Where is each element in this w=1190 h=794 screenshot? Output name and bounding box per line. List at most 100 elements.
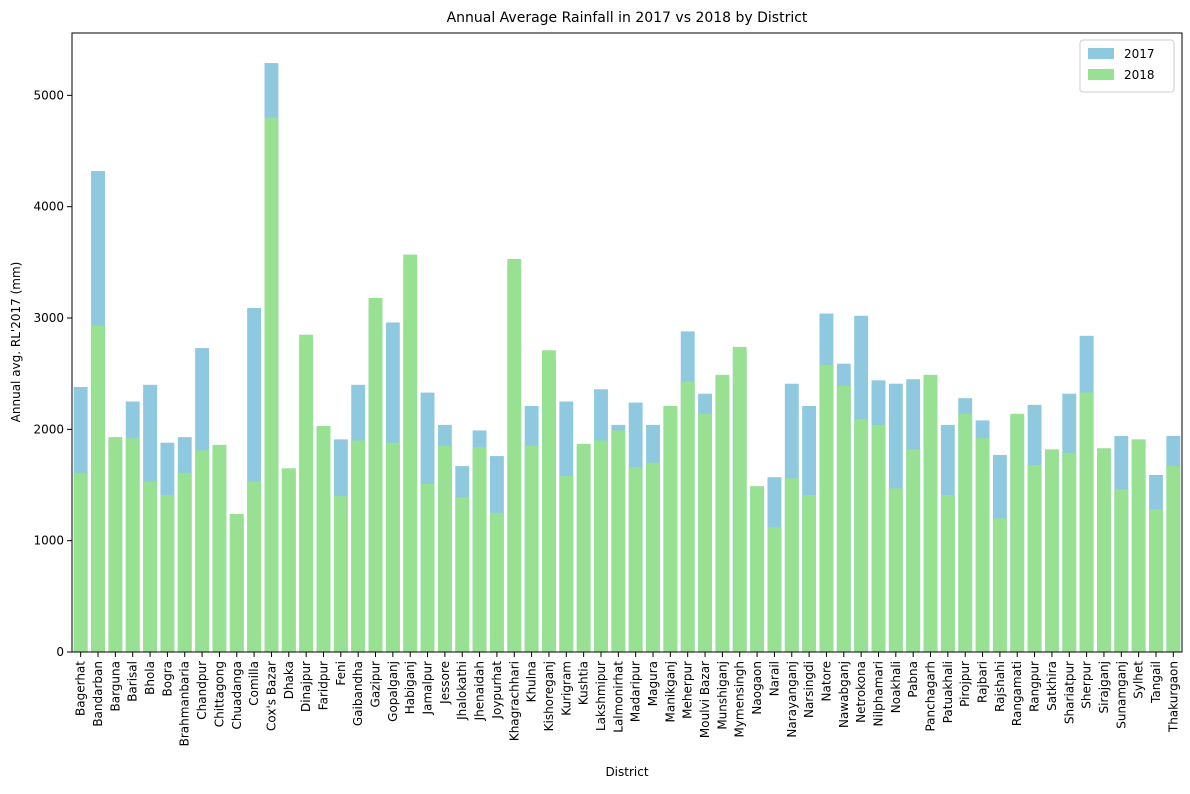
x-tick-label-rajbari: Rajbari — [976, 661, 990, 703]
x-tick-label-nilphamari: Nilphamari — [871, 661, 885, 727]
bar-2018-chittagong — [212, 444, 227, 652]
y-tick-label: 1000 — [33, 534, 64, 548]
x-tick-label-dhaka: Dhaka — [282, 661, 296, 699]
bar-2018-thakurgaon — [1166, 466, 1181, 652]
bar-2018-gopalganj — [385, 442, 400, 652]
x-tick-label-satkhira: Satkhira — [1045, 661, 1059, 711]
bar-2018-nawabganj — [836, 385, 851, 652]
x-tick-label-comilla: Comilla — [247, 661, 261, 706]
bar-2018-satkhira — [1044, 449, 1059, 652]
bar-2018-sunamganj — [1114, 489, 1129, 652]
bar-2018-mymensingh — [732, 346, 747, 652]
x-tick-label-jamalpur: Jamalpur — [421, 661, 435, 715]
bar-2018-sirajganj — [1097, 448, 1111, 652]
bar-2018-narail — [767, 527, 782, 652]
x-tick-label-kurigram: Kurigram — [559, 661, 573, 716]
bar-2018-naogaon — [750, 486, 765, 652]
x-tick-label-shariatpur: Shariatpur — [1062, 661, 1076, 724]
bar-2018-panchagarh — [923, 374, 938, 652]
bar-2018-brahmanbaria — [177, 472, 192, 652]
bar-2018-narayanganj — [784, 478, 799, 652]
bar-2018-rajshahi — [992, 518, 1007, 652]
x-tick-label-gazipur: Gazipur — [369, 661, 383, 708]
bar-2018-kushtia — [576, 443, 591, 652]
bar-2018-jessore — [437, 446, 452, 652]
x-tick-label-barisal: Barisal — [126, 661, 140, 702]
y-tick-label: 4000 — [33, 200, 64, 214]
legend-label-2018: 2018 — [1124, 68, 1155, 82]
bar-2018-chandpur — [195, 450, 210, 652]
x-axis-label: District — [605, 765, 648, 779]
x-tick-label-pirojpur: Pirojpur — [958, 661, 972, 707]
bar-2018-comilla — [247, 481, 262, 652]
bar-2018-narsingdi — [802, 495, 817, 652]
x-tick-label-panchagarh: Panchagarh — [924, 661, 938, 732]
bar-2018-khagrachhari — [507, 259, 522, 652]
x-tick-label-gaibandha: Gaibandha — [351, 661, 365, 726]
bar-2018-tangail — [1149, 509, 1163, 652]
bar-2018-shariatpur — [1062, 452, 1077, 652]
x-tick-label-patuakhali: Patuakhali — [941, 661, 955, 723]
x-tick-label-chuadanga: Chuadanga — [230, 661, 244, 730]
x-tick-label-narsingdi: Narsingdi — [802, 661, 816, 718]
legend-swatch-2018 — [1088, 69, 1114, 80]
bar-2018-manikganj — [663, 405, 678, 652]
bar-2018-rangpur — [1027, 464, 1042, 652]
x-tick-label-naogaon: Naogaon — [750, 661, 764, 715]
legend: 2017 2018 — [1079, 39, 1175, 93]
chart-title: Annual Average Rainfall in 2017 vs 2018 … — [447, 10, 808, 26]
bar-2018-lakshmipur — [594, 440, 608, 652]
bar-2018-barguna — [108, 437, 123, 652]
bar-2018-jhalokathi — [455, 497, 470, 652]
bar-2018-faridpur — [316, 426, 331, 652]
x-tick-label-barguna: Barguna — [108, 661, 122, 712]
bar-2018-bandarban — [91, 325, 105, 652]
x-tick-label-lalmonirhat: Lalmonirhat — [611, 661, 625, 733]
y-tick-label: 2000 — [33, 422, 64, 436]
x-axis: Bagerhat Bandarban Barguna Barisal Bhola Bogr… — [74, 652, 1180, 746]
bar-2018-moulvi-bazar — [698, 413, 712, 652]
x-tick-label-netrokona: Netrokona — [854, 661, 868, 723]
x-tick-label-kishoreganj: Kishoreganj — [542, 661, 556, 731]
x-tick-label-bandarban: Bandarban — [91, 661, 105, 727]
bar-2018-rajbari — [975, 438, 990, 652]
y-tick-label: 3000 — [33, 311, 64, 325]
x-tick-label-munshiganj: Munshiganj — [715, 661, 729, 730]
x-tick-label-manikganj: Manikganj — [663, 661, 677, 723]
x-tick-label-jessore: Jessore — [438, 661, 452, 705]
x-tick-label-sirajganj: Sirajganj — [1097, 661, 1111, 713]
bar-2018-kurigram — [559, 476, 574, 652]
x-tick-label-bhola: Bhola — [143, 661, 157, 695]
x-tick-label-brahmanbaria: Brahmanbaria — [178, 661, 192, 746]
bar-2018-madaripur — [628, 467, 643, 652]
bar-2018-rangamati — [1010, 413, 1025, 652]
x-tick-label-khagrachhari: Khagrachhari — [507, 661, 521, 741]
x-tick-label-narail: Narail — [767, 661, 781, 696]
x-tick-label-jhalokathi: Jhalokathi — [455, 661, 469, 721]
bar-2018-bogra — [160, 495, 175, 652]
x-tick-label-moulvi-bazar: Moulvi Bazar — [698, 661, 712, 738]
x-tick-label-chandpur: Chandpur — [195, 661, 209, 720]
y-tick-label: 0 — [56, 645, 64, 659]
x-tick-label-cox-s-bazar: Cox's Bazar — [264, 661, 278, 731]
x-tick-label-joypurhat: Joypurhat — [490, 661, 504, 720]
x-tick-label-magura: Magura — [646, 661, 660, 706]
x-tick-label-madaripur: Madaripur — [629, 661, 643, 722]
x-tick-label-sunamganj: Sunamganj — [1114, 661, 1128, 729]
x-tick-label-feni: Feni — [334, 661, 348, 686]
bar-2018-pirojpur — [958, 413, 973, 652]
x-tick-label-gopalganj: Gopalganj — [386, 661, 400, 722]
bar-2018-kishoreganj — [542, 350, 556, 652]
bar-2018-jamalpur — [420, 483, 435, 652]
x-tick-label-tangail: Tangail — [1149, 661, 1163, 704]
legend-label-2017: 2017 — [1124, 47, 1155, 61]
bar-2018-feni — [333, 496, 348, 652]
x-tick-label-sylhet: Sylhet — [1132, 661, 1146, 699]
y-axis-label: Annual avg. RL'2017 (mm) — [9, 262, 23, 423]
bar-2018-meherpur — [680, 381, 695, 652]
bar-2018-chuadanga — [229, 513, 244, 652]
legend-swatch-2017 — [1088, 48, 1114, 59]
x-tick-label-pabna: Pabna — [906, 661, 920, 698]
